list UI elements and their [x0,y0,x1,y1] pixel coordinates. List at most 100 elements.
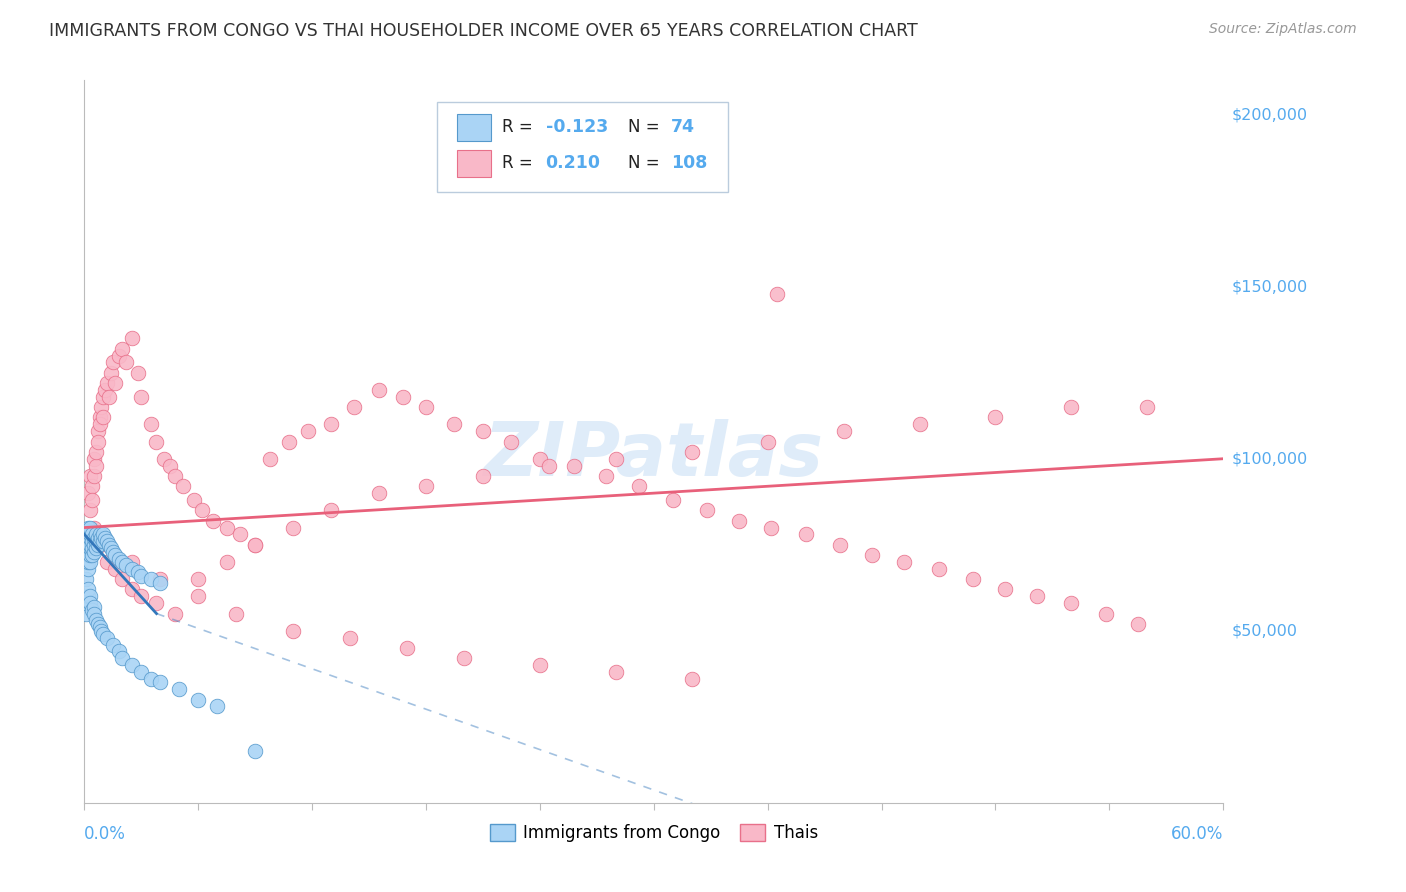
Point [104,548,127,562]
Point [93,627,115,641]
Point [832,424,855,438]
Point [79,531,101,545]
Point [145,596,167,610]
Point [86,424,108,438]
Point [96,376,118,390]
Point [77,582,100,597]
Point [89,620,111,634]
FancyBboxPatch shape [457,150,491,178]
Point [79,538,101,552]
Point [984,410,1007,425]
Point [169,682,191,697]
Point [101,355,124,369]
Point [229,527,252,541]
Text: N =: N = [627,119,659,136]
Point [121,658,143,673]
Point [501,434,523,449]
Point [321,417,343,432]
Point [207,699,229,714]
Point [84,614,107,628]
Point [111,342,134,356]
Point [187,590,209,604]
Point [79,548,101,562]
Point [115,355,138,369]
Point [159,458,181,473]
Point [297,424,319,438]
Point [86,538,108,552]
Text: ZIPatlas: ZIPatlas [484,419,824,492]
Point [86,616,108,631]
Point [111,572,134,586]
Point [131,665,153,679]
Point [121,555,143,569]
Point [84,541,107,556]
Point [183,493,205,508]
Point [83,531,105,545]
Legend: Immigrants from Congo, Thais: Immigrants from Congo, Thais [484,817,824,848]
Point [139,572,162,586]
Point [121,562,143,576]
Point [453,651,475,665]
Point [96,555,118,569]
Text: $200,000: $200,000 [1232,107,1308,122]
Point [165,607,187,621]
Point [321,503,343,517]
Point [94,531,117,545]
Point [696,503,718,517]
Point [415,479,437,493]
Point [77,486,100,500]
Point [828,538,851,552]
Point [80,479,103,493]
Point [100,366,122,380]
Point [245,538,267,552]
Point [172,479,194,493]
Point [79,503,101,517]
Point [149,572,172,586]
Text: 0.0%: 0.0% [84,825,127,843]
Text: IMMIGRANTS FROM CONGO VS THAI HOUSEHOLDER INCOME OVER 65 YEARS CORRELATION CHART: IMMIGRANTS FROM CONGO VS THAI HOUSEHOLDE… [49,22,918,40]
Point [149,575,172,590]
Point [111,651,134,665]
Point [283,520,305,534]
Point [107,349,129,363]
Point [83,520,105,534]
Point [90,400,112,414]
Point [1026,590,1049,604]
Point [994,582,1017,597]
Point [93,390,115,404]
Point [893,555,915,569]
Point [89,534,111,549]
Point [339,631,361,645]
Point [89,417,111,432]
Point [367,486,389,500]
Point [259,451,281,466]
Point [415,400,437,414]
Point [79,469,101,483]
Point [84,445,107,459]
Point [728,514,751,528]
Point [83,544,105,558]
Point [80,603,103,617]
Text: $50,000: $50,000 [1232,624,1298,639]
Point [90,624,112,638]
Point [908,417,931,432]
FancyBboxPatch shape [457,113,491,141]
Point [605,665,627,679]
Point [472,424,495,438]
Point [75,572,97,586]
Point [131,568,153,582]
Point [153,451,176,466]
Point [100,541,122,556]
Point [75,538,97,552]
Point [681,445,703,459]
Point [79,596,101,610]
Point [84,534,107,549]
Point [77,555,100,569]
Point [121,331,143,345]
Point [93,527,115,541]
Point [1126,616,1149,631]
Point [962,572,984,586]
Point [662,493,685,508]
Point [443,417,465,432]
Point [595,469,617,483]
